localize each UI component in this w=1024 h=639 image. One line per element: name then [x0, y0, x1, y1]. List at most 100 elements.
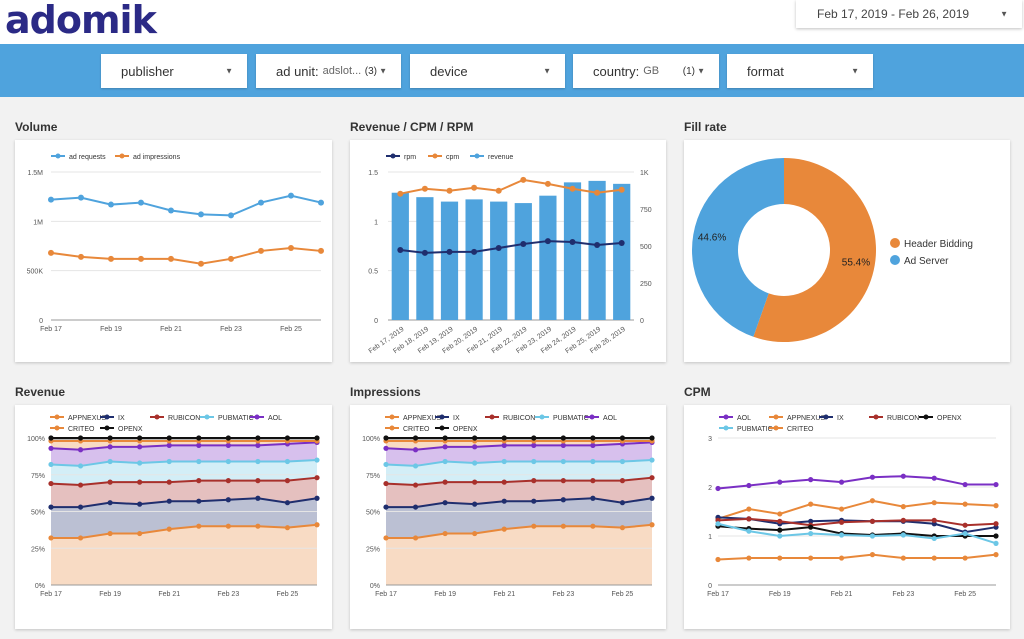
data-point	[225, 442, 231, 448]
data-point	[225, 523, 231, 529]
y-tick-label: 75%	[31, 473, 45, 480]
legend-label-criteo: CRITEO	[68, 426, 95, 433]
data-point	[472, 444, 478, 450]
data-point	[442, 444, 448, 450]
data-point	[746, 516, 752, 522]
data-point	[544, 238, 551, 245]
legend-marker	[432, 153, 438, 159]
series-line-rpm	[400, 240, 622, 254]
area-fill-pubmatic	[386, 460, 652, 486]
legend-marker	[154, 414, 160, 420]
revenue-bar	[465, 199, 483, 320]
revenue-title: Revenue	[15, 385, 66, 399]
data-point	[138, 255, 144, 262]
data-point	[900, 473, 906, 479]
data-point	[501, 526, 507, 532]
data-point	[808, 501, 814, 507]
data-point	[931, 517, 937, 523]
adomik-logo: adomik	[5, 0, 157, 42]
data-point	[318, 199, 324, 206]
data-point	[869, 552, 876, 558]
x-tick-label: Feb 25	[954, 591, 976, 598]
country-filter[interactable]: country: GB (1) ▼	[573, 54, 719, 88]
data-point	[258, 247, 264, 254]
data-point	[48, 249, 54, 256]
cpm-title: CPM	[684, 385, 711, 399]
publisher-filter[interactable]: publisher ▼	[101, 54, 247, 88]
data-point	[590, 523, 596, 529]
data-point	[107, 479, 113, 485]
data-point	[77, 482, 84, 488]
data-point	[137, 460, 143, 466]
area-fill-rubicon	[386, 477, 652, 508]
app-header: adomik Feb 17, 2019 - Feb 26, 2019 ▼	[0, 0, 1024, 44]
cpm-chart-card: AOL APPNEXUS IX RUBICON OPENX PUBMATIC CRITEO 3…	[684, 405, 1010, 629]
legend-marker	[119, 153, 125, 159]
filter-label: country:	[593, 63, 640, 79]
series-line-ad-requests	[50, 194, 322, 217]
data-point	[649, 475, 655, 481]
legend-label-ad-server: Ad Server	[904, 256, 949, 267]
y-tick-label: 500K	[27, 269, 44, 276]
data-point	[78, 194, 84, 201]
data-point	[383, 504, 389, 510]
filter-bar: publisher ▼ ad unit: adslot... (3) ▼ dev…	[0, 44, 1024, 97]
data-point	[560, 458, 566, 465]
data-point	[107, 530, 113, 537]
device-filter[interactable]: device ▼	[410, 54, 565, 88]
series-line-rubicon	[385, 476, 653, 487]
data-point	[137, 479, 143, 485]
data-point	[472, 479, 478, 485]
revenue-chart-card: APPNEXUS IX RUBICON PUBMATIC AOL CRITEO OPENX 1…	[15, 405, 332, 629]
revenue-bar	[563, 182, 582, 320]
data-point	[421, 185, 428, 192]
legend-marker	[54, 414, 60, 420]
data-point	[77, 435, 84, 441]
data-point	[77, 535, 84, 541]
date-range-picker[interactable]: Feb 17, 2019 - Feb 26, 2019 ▼	[796, 0, 1022, 28]
y-tick-label: 0	[39, 318, 43, 325]
legend-label-criteo: CRITEO	[403, 426, 430, 433]
fill-rate-title: Fill rate	[684, 120, 727, 134]
legend-label-openx: OPENX	[453, 426, 478, 433]
data-point	[777, 479, 783, 485]
y-tick-label: 0	[374, 318, 378, 325]
data-point	[412, 447, 419, 453]
series-line-aol	[385, 441, 653, 451]
y-tick-label: 100%	[27, 436, 45, 443]
data-point	[137, 444, 143, 450]
data-point	[284, 435, 291, 441]
format-filter[interactable]: format ▼	[727, 54, 873, 88]
data-point	[777, 533, 783, 539]
revenue-bar	[416, 197, 434, 320]
x-tick-label: Feb 23	[217, 591, 239, 598]
y-tick-label: 1	[708, 534, 712, 541]
legend-marker	[773, 414, 779, 420]
data-point	[808, 477, 814, 483]
legend-marker	[439, 414, 445, 420]
data-point	[869, 498, 876, 504]
ad-unit-filter[interactable]: ad unit: adslot... (3) ▼	[256, 54, 401, 88]
data-point	[137, 530, 143, 537]
data-point	[107, 500, 113, 506]
legend-label-ix: IX	[118, 415, 125, 422]
legend-label-pubmatic: PUBMATIC	[553, 415, 589, 422]
area-fill-aol	[51, 442, 317, 466]
data-point	[560, 478, 566, 484]
data-point	[48, 445, 54, 451]
data-point	[78, 253, 84, 260]
y-tick-label: 1.5	[368, 170, 378, 177]
data-point	[869, 474, 876, 480]
data-point	[619, 458, 626, 465]
data-point	[383, 435, 389, 441]
revenue-bar	[514, 203, 532, 320]
x-tick-label: Feb 21	[158, 591, 180, 598]
legend-marker	[104, 414, 110, 420]
x-tick-label: Feb 17	[707, 591, 729, 598]
revenue-bar	[613, 183, 631, 320]
fill-rate-chart: 55.4% 44.6% Header Bidding Ad Server	[692, 158, 973, 342]
data-point	[442, 458, 448, 465]
legend-label-openx: OPENX	[118, 426, 143, 433]
data-point	[412, 435, 419, 441]
data-point	[397, 190, 404, 197]
